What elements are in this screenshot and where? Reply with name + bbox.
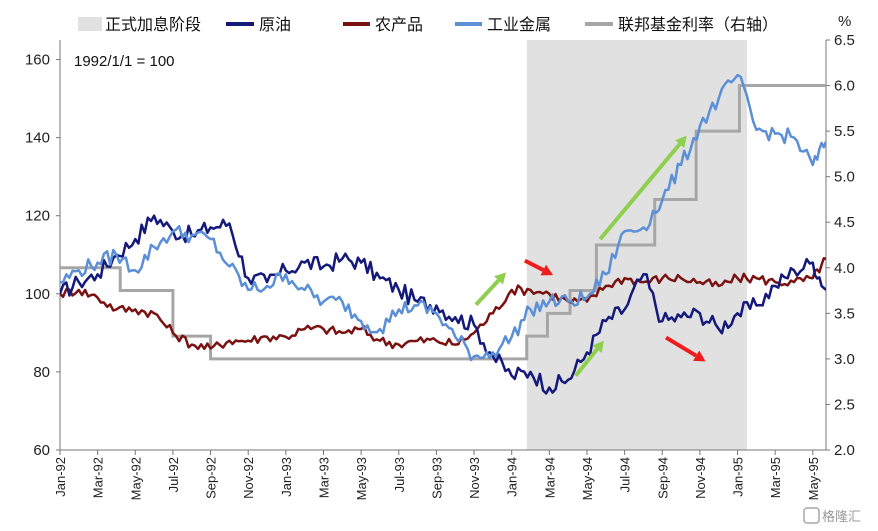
legend-label-metals: 工业金属 <box>487 15 551 34</box>
x-tick-label: Jul-93 <box>392 457 407 492</box>
x-tick-label: Mar-92 <box>91 457 106 498</box>
left-y-tick-label: 80 <box>33 364 50 381</box>
watermark-logo-icon <box>803 507 820 524</box>
legend-swatch-shaded <box>78 17 102 31</box>
x-tick-label: Nov-92 <box>241 457 256 499</box>
trend-arrow-shaft <box>523 258 545 272</box>
trend-arrow-head <box>494 272 507 285</box>
x-tick-label: Sep-93 <box>429 457 444 499</box>
trend-arrow-head <box>675 135 687 148</box>
x-tick-label: Sep-94 <box>655 457 670 499</box>
legend-label-crude: 原油 <box>259 15 291 34</box>
left-y-tick-label: 60 <box>33 442 50 459</box>
right-y-tick-label: 5.5 <box>834 123 855 140</box>
x-tick-label: Nov-94 <box>693 457 708 499</box>
right-y-tick-label: 6.0 <box>834 78 855 95</box>
trend-arrow-shaft <box>574 347 599 378</box>
right-y-tick-label: 3.0 <box>834 351 855 368</box>
agriculture-line <box>60 257 826 351</box>
x-tick-label: Jan-93 <box>279 457 294 497</box>
trend-arrow-head <box>693 350 706 362</box>
industrial-metals-line <box>60 73 826 362</box>
left-y-tick-label: 120 <box>25 208 50 225</box>
plot-area: 60 80 100 120 140 160 2.0 2.5 3.0 3.5 4.0 4.5 5.0 5.5… <box>25 32 855 500</box>
index-base-annotation: 1992/1/1 = 100 <box>74 53 175 70</box>
x-tick-label: Mar-95 <box>768 457 783 498</box>
x-tick-label: Nov-93 <box>467 457 482 499</box>
x-tick-label: Jan-92 <box>53 457 68 497</box>
left-y-tick-label: 160 <box>25 52 50 69</box>
trend-arrow-shaft <box>474 279 501 307</box>
x-tick-label: Jan-94 <box>505 457 520 497</box>
right-y-tick-label: 2.5 <box>834 396 855 413</box>
trend-arrow-shaft <box>664 335 698 358</box>
right-y-tick-label: 5.0 <box>834 169 855 186</box>
x-tick-label: May-93 <box>354 457 369 500</box>
right-axis-unit: % <box>838 13 851 30</box>
legend: 正式加息阶段 原油 农产品 工业金属 联邦基金利率（右轴） <box>78 15 778 34</box>
x-tick-label: Sep-92 <box>204 457 219 499</box>
x-tick-label: Jul-92 <box>166 457 181 492</box>
right-y-tick-label: 6.5 <box>834 32 855 49</box>
crude-oil-line <box>60 214 826 395</box>
legend-label-agri: 农产品 <box>375 15 423 34</box>
x-tick-label: May-94 <box>580 457 595 500</box>
x-tick-label: May-92 <box>128 457 143 500</box>
right-y-tick-label: 3.5 <box>834 305 855 322</box>
fed-funds-rate-line <box>60 84 826 361</box>
trend-arrow-head <box>540 264 554 276</box>
x-tick-label: Mar-93 <box>316 457 331 498</box>
legend-label-fedrate: 联邦基金利率（右轴） <box>618 15 778 34</box>
trend-arrow-head <box>592 340 604 353</box>
x-tick-label: Jul-94 <box>618 457 633 492</box>
x-tick-label: May-95 <box>806 457 821 500</box>
trend-arrow-shaft <box>598 142 682 241</box>
left-y-tick-label: 140 <box>25 130 50 147</box>
right-y-tick-label: 4.0 <box>834 260 855 277</box>
left-y-tick-label: 100 <box>25 286 50 303</box>
right-y-tick-label: 2.0 <box>834 442 855 459</box>
x-tick-label: Jan-95 <box>731 457 746 497</box>
right-y-tick-label: 4.5 <box>834 214 855 231</box>
legend-label-shaded: 正式加息阶段 <box>105 15 201 34</box>
watermark-text: 格隆汇 <box>822 509 861 525</box>
x-tick-label: Mar-94 <box>542 457 557 498</box>
